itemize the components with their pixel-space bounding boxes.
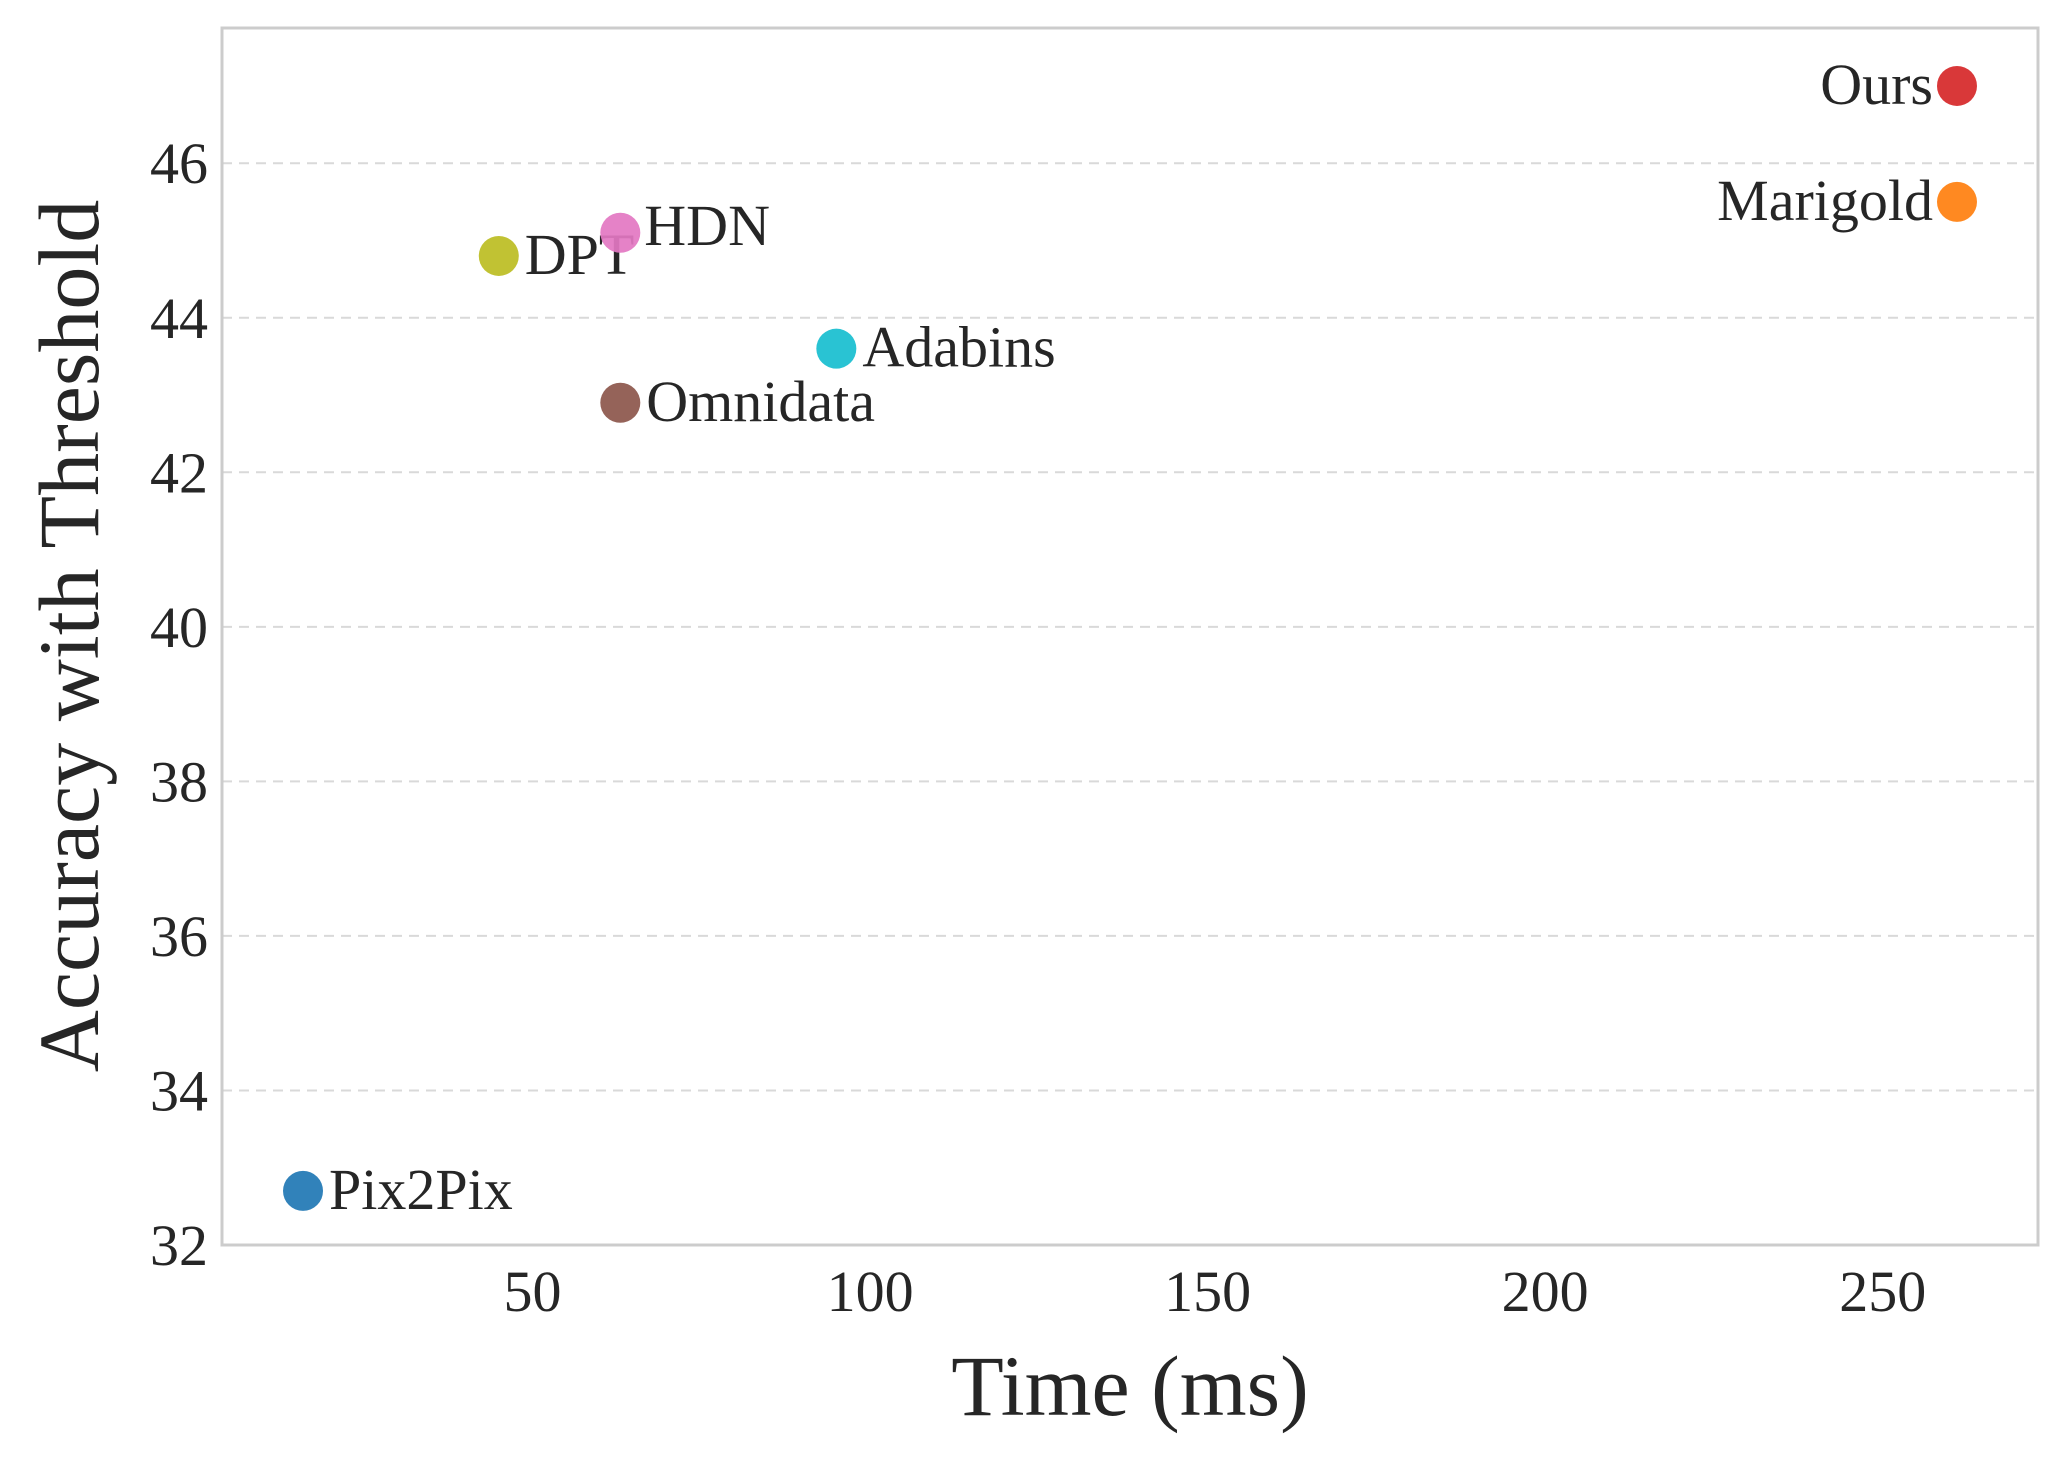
y-tick-label: 32	[150, 1213, 208, 1278]
y-tick-label: 46	[150, 131, 208, 196]
y-axis-title: Accuracy with Threshold	[21, 200, 117, 1072]
point-label-omnidata: Omnidata	[646, 369, 875, 434]
x-tick-labels: 50 100 150 200 250	[504, 1259, 1927, 1324]
point-hdn	[600, 212, 641, 253]
y-tick-labels: 32 34 36 38 40 42 44 46	[150, 131, 208, 1278]
point-dpt	[478, 235, 519, 276]
y-tick-label: 40	[150, 595, 208, 660]
y-tick-label: 44	[150, 286, 208, 351]
point-pix2pix	[283, 1170, 324, 1211]
point-label-adabins: Adabins	[862, 315, 1055, 380]
point-ours	[1936, 65, 1977, 106]
y-tick-label: 36	[150, 904, 208, 969]
plot-frame	[220, 26, 2040, 1247]
x-tick-label: 250	[1839, 1259, 1926, 1324]
grid-lines	[222, 162, 2038, 1092]
x-tick-label: 100	[827, 1259, 914, 1324]
x-tick-label: 150	[1164, 1259, 1251, 1324]
x-tick-label: 50	[504, 1259, 562, 1324]
point-label-marigold: Marigold	[1717, 168, 1933, 233]
y-tick-label: 42	[150, 440, 208, 505]
y-tick-label: 38	[150, 749, 208, 814]
x-tick-label: 200	[1502, 1259, 1589, 1324]
x-axis-title: Time (ms)	[951, 1338, 1309, 1434]
point-label-pix2pix: Pix2Pix	[329, 1157, 513, 1222]
point-omnidata	[600, 382, 641, 423]
point-label-ours: Ours	[1820, 52, 1933, 117]
point-label-hdn: HDN	[644, 193, 770, 258]
point-adabins	[816, 328, 857, 369]
y-tick-label: 34	[150, 1058, 208, 1123]
point-marigold	[1936, 181, 1977, 222]
